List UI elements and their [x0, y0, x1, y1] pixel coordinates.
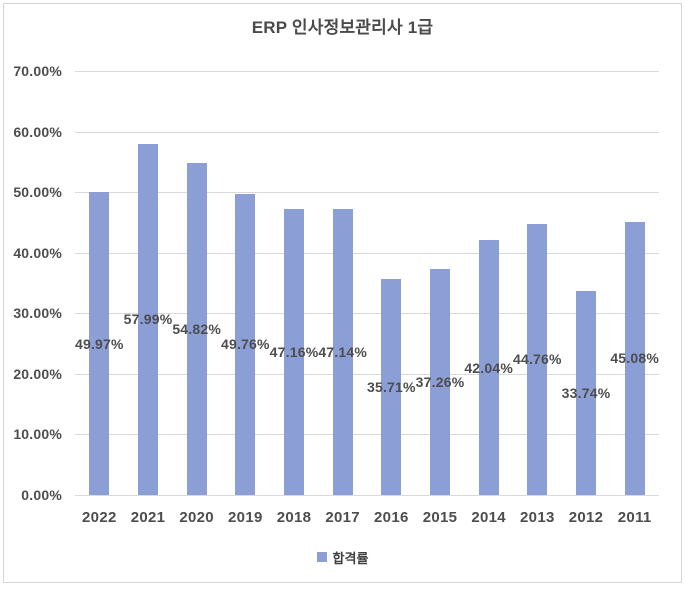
y-tick-label: 10.00% [13, 426, 62, 443]
x-tick-label: 2019 [228, 509, 263, 526]
y-tick-label: 20.00% [13, 365, 62, 382]
bar [235, 193, 256, 495]
data-label: 57.99% [123, 311, 173, 328]
x-tick-label: 2014 [471, 509, 506, 526]
legend: 합격률 [0, 548, 685, 566]
data-label: 49.76% [220, 336, 270, 353]
bar [478, 240, 499, 495]
data-label: 54.82% [172, 320, 221, 337]
data-label: 47.14% [318, 344, 367, 361]
y-tick-label: 70.00% [13, 63, 62, 79]
gridline [75, 131, 659, 133]
x-tick-label: 2021 [130, 509, 166, 526]
gridline [75, 252, 659, 254]
plot-area: 49.97% 57.99% 54.82% 49.76% 47.16% 47.14% 35.7… [74, 71, 659, 496]
x-tick-label: 2018 [276, 509, 312, 526]
gridline [75, 71, 659, 72]
gridline [75, 434, 659, 436]
bar [284, 209, 304, 495]
y-tick-label: 50.00% [13, 184, 62, 201]
bar [381, 278, 402, 495]
bar [138, 143, 158, 495]
bar [186, 162, 207, 495]
x-tick-label: 2012 [568, 509, 604, 526]
data-label: 49.97% [74, 335, 124, 352]
data-label: 33.74% [561, 384, 611, 401]
gridline [75, 313, 659, 315]
bar [624, 221, 645, 495]
gridline [75, 192, 659, 194]
data-label: 47.16% [269, 344, 319, 361]
legend-swatch [316, 552, 327, 562]
x-tick-label: 2015 [422, 509, 458, 526]
data-label: 37.26% [415, 374, 465, 391]
x-tick-label: 2013 [520, 509, 555, 526]
x-tick-label: 2022 [82, 509, 117, 526]
gridline [75, 495, 659, 496]
data-label: 45.08% [610, 350, 659, 367]
bar [576, 290, 596, 495]
y-tick-label: 0.00% [21, 487, 62, 503]
x-axis-labels: 2022 2021 2020 2019 2018 2017 2016 2015 2014 2013… [75, 507, 659, 529]
y-tick-label: 40.00% [13, 244, 62, 261]
gridline [75, 373, 659, 375]
x-tick-label: 2020 [179, 509, 214, 526]
y-tick-label: 30.00% [13, 305, 62, 322]
data-label: 44.76% [512, 351, 562, 368]
bar [430, 269, 450, 495]
y-tick-label: 60.00% [13, 123, 62, 140]
bar [527, 223, 548, 495]
x-tick-label: 2017 [325, 509, 360, 526]
bar [332, 209, 353, 495]
x-tick-label: 2011 [617, 509, 652, 526]
data-label: 42.04% [464, 359, 513, 376]
legend-label: 합격률 [332, 550, 369, 566]
bar [89, 192, 110, 495]
x-tick-label: 2016 [374, 509, 409, 526]
chart-title: ERP 인사정보관리사 1급 [251, 18, 434, 37]
data-label: 35.71% [366, 378, 416, 395]
y-axis: 0.00% 10.00% 20.00% 30.00% 40.00% 50.00% 60.00… [0, 0, 75, 590]
